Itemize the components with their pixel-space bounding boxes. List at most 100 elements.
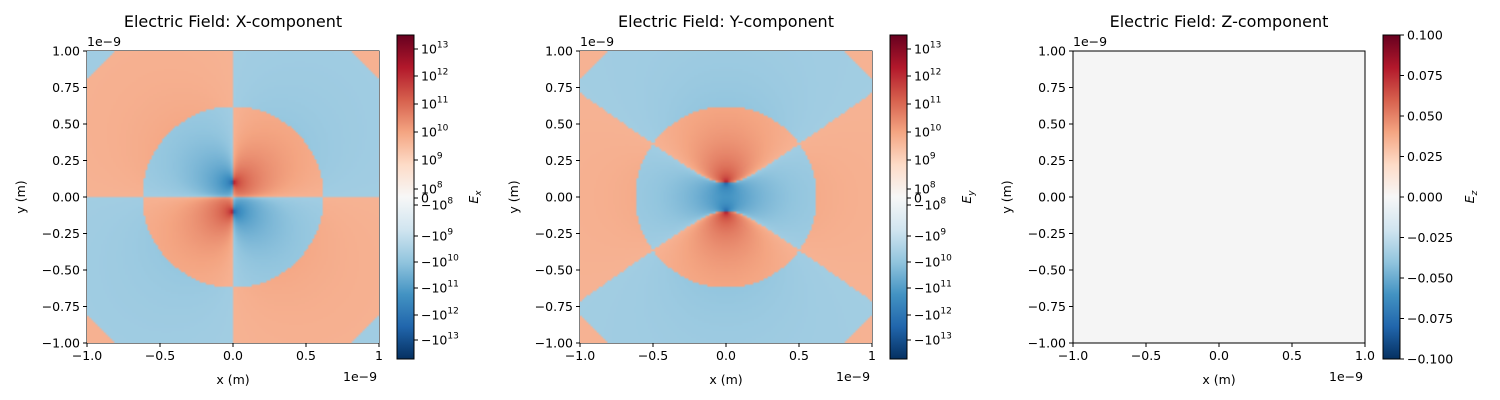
colorbar-tick-label: 0.050: [1407, 109, 1443, 124]
subplot-2: Electric Field: Y-component −1.0 −0.5 0.0 0.…: [506, 12, 977, 387]
subplot-3: Electric Field: Z-component −1.0 −0.5 0.0 0.…: [999, 12, 1480, 387]
colorbar-tick-label: 1011: [421, 96, 448, 112]
x-tick-label: 0.5: [296, 348, 316, 363]
y-tick-label: 1.00: [1038, 44, 1066, 59]
chart-title: Electric Field: Y-component: [618, 12, 834, 31]
ez-heatmap-area: [1073, 51, 1365, 343]
x-axis-label: x (m): [216, 372, 249, 387]
colorbar-tick-label: −109: [914, 228, 946, 244]
x-tick-label: −1.0: [565, 348, 595, 363]
y-tick-label: 0.75: [52, 80, 80, 95]
y-axis-label: y (m): [13, 180, 28, 213]
colorbar-tick-label: 0: [421, 191, 429, 206]
y-tick-label: 0.00: [52, 190, 80, 205]
colorbar-tick-label: −1011: [421, 280, 459, 296]
x-tick-label: 0.0: [716, 348, 736, 363]
x-tick-label: −0.5: [1131, 348, 1161, 363]
colorbar-body: [396, 34, 415, 360]
y-tick-label: 0.75: [1038, 80, 1066, 95]
colorbar-tick-label: −1010: [914, 254, 952, 270]
colorbar-body: [889, 34, 908, 360]
colorbar-tick-label: −108: [421, 197, 453, 213]
colorbar-tick-label: −1011: [914, 280, 952, 296]
y-tick-label: 0.00: [545, 190, 573, 205]
colorbar-tick-label: −0.075: [1407, 311, 1453, 326]
y-tick-label: −0.75: [1028, 299, 1066, 314]
y-tick-label: 0.25: [1038, 153, 1066, 168]
subplot-1: Electric Field: X-component −1.0 −0.5 0.0 0.…: [13, 12, 484, 387]
chart-title: Electric Field: X-component: [124, 12, 342, 31]
y-tick-label: 1.00: [52, 44, 80, 59]
chart-title: Electric Field: Z-component: [1110, 12, 1329, 31]
colorbar-tick-label: 0: [914, 191, 922, 206]
colorbar-tick-label: 1010: [421, 124, 449, 140]
colorbar-tick-label: 1011: [914, 96, 941, 112]
colorbar-tick-label: −0.025: [1407, 230, 1453, 245]
colorbar-tick-label: 109: [421, 152, 443, 168]
x-tick-label: 0.5: [1282, 348, 1302, 363]
colorbar-tick-label: 108: [421, 181, 443, 197]
colorbar-tick-label: 0.025: [1407, 149, 1443, 164]
x-tick-label: 1: [868, 348, 876, 363]
y-tick-label: −1.00: [1028, 336, 1066, 351]
y-tick-label: −0.75: [42, 299, 80, 314]
x-tick-label: 1.0: [1355, 348, 1375, 363]
colorbar-tick-label: 108: [914, 181, 936, 197]
y-tick-label: 1.00: [545, 44, 573, 59]
colorbar-tick-label: −109: [421, 228, 453, 244]
y-tick-label: −0.50: [535, 263, 573, 278]
y-tick-label: −0.25: [535, 226, 573, 241]
y-tick-label: 0.50: [545, 117, 573, 132]
colorbar-tick-label: −1010: [421, 254, 459, 270]
x-tick-label: 0.0: [1209, 348, 1229, 363]
y-axis-label: y (m): [999, 180, 1014, 213]
colorbar-tick-label: 109: [914, 152, 936, 168]
x-tick-label: −1.0: [1058, 348, 1088, 363]
y-offset-label: 1e−9: [1073, 34, 1107, 49]
colorbar-tick-label: −1012: [914, 307, 952, 323]
y-tick-label: −0.75: [535, 299, 573, 314]
x-tick-label: 0.0: [223, 348, 243, 363]
x-axis-label: x (m): [709, 372, 742, 387]
y-tick-label: −0.50: [1028, 263, 1066, 278]
colorbar-tick-label: −0.050: [1407, 271, 1453, 286]
x-axis-label: x (m): [1202, 372, 1235, 387]
y-tick-label: 0.50: [1038, 117, 1066, 132]
colorbar-tick-label: 0.100: [1407, 28, 1443, 43]
colorbar-tick-label: −108: [914, 197, 946, 213]
y-tick-label: −0.50: [42, 263, 80, 278]
colorbar-label: Ex: [466, 190, 484, 204]
x-offset-label: 1e−9: [1329, 369, 1363, 384]
colorbar-label: Ey: [959, 190, 977, 204]
y-tick-label: 0.00: [1038, 190, 1066, 205]
ey-heatmap-image: [580, 51, 872, 343]
colorbar-label: Ez: [1462, 190, 1480, 203]
x-offset-label: 1e−9: [836, 369, 870, 384]
colorbar-tick-label: 1010: [914, 124, 942, 140]
x-tick-label: −0.5: [638, 348, 668, 363]
y-offset-label: 1e−9: [580, 34, 614, 49]
y-tick-label: 0.25: [52, 153, 80, 168]
x-tick-label: −0.5: [145, 348, 175, 363]
colorbar-tick-label: 1012: [914, 68, 941, 84]
colorbar-tick-label: −1012: [421, 307, 459, 323]
x-tick-label: 0.5: [789, 348, 809, 363]
colorbar-tick-label: 0.075: [1407, 68, 1443, 83]
y-tick-label: −1.00: [535, 336, 573, 351]
y-tick-label: −1.00: [42, 336, 80, 351]
colorbar-tick-label: −1013: [914, 332, 952, 348]
y-tick-label: −0.25: [42, 226, 80, 241]
y-tick-label: 0.75: [545, 80, 573, 95]
colorbar-tick-label: 1013: [421, 41, 448, 57]
y-tick-label: 0.25: [545, 153, 573, 168]
x-tick-label: −1.0: [72, 348, 102, 363]
colorbar-tick-label: −0.100: [1407, 352, 1453, 367]
colorbar-tick-label: 1012: [421, 68, 448, 84]
y-offset-label: 1e−9: [87, 34, 121, 49]
y-axis-label: y (m): [506, 180, 521, 213]
colorbar-body: [1382, 34, 1401, 360]
colorbar: 0.100 0.075 0.050 0.025 0.000 −0.025 −0.050 −0.…: [1382, 28, 1480, 367]
